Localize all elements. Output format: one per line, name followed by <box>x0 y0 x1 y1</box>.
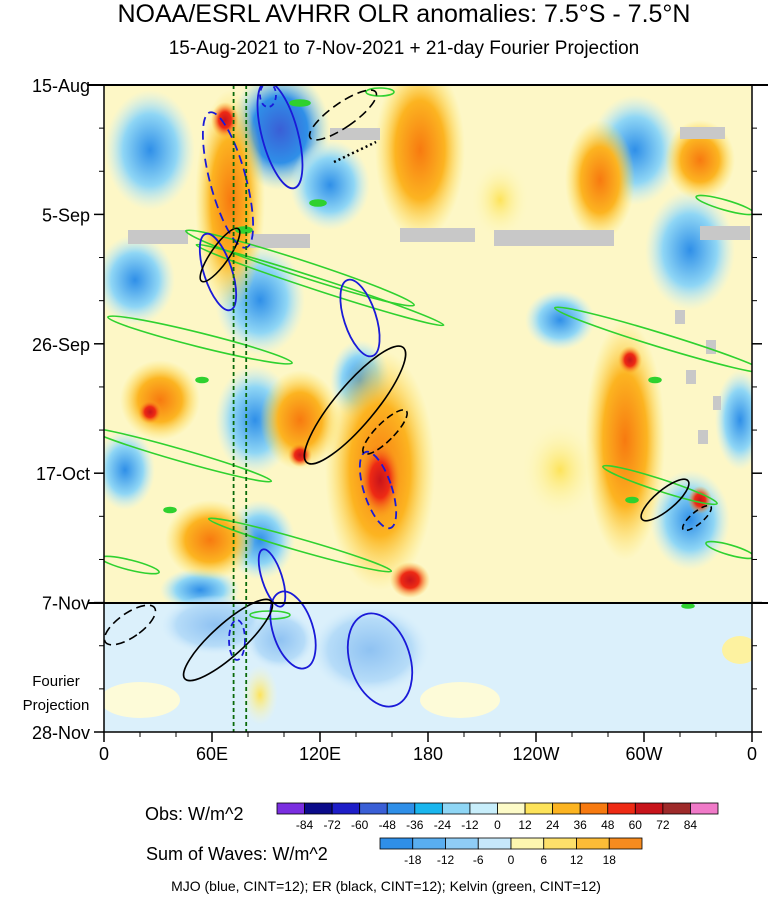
obs-colorbar-tick: 24 <box>546 818 560 832</box>
obs-colorbar-tick: -12 <box>461 818 479 832</box>
obs-colorbar-tick: -48 <box>379 818 397 832</box>
obs-colorbar-label: Obs: W/m^2 <box>145 804 243 824</box>
obs-colorbar-box <box>497 802 526 815</box>
y-tick-label: 7-Nov <box>42 594 90 614</box>
waves-colorbar-tick: -12 <box>437 853 455 867</box>
x-tick-label: 0 <box>99 744 109 764</box>
waves-colorbar-box <box>379 837 414 850</box>
waves-colorbar: -18 -12 -6 0 6 12 18 <box>379 837 643 867</box>
waves-colorbar-box <box>608 837 643 850</box>
obs-colorbar-tick: -36 <box>406 818 424 832</box>
y-tick-label: 15-Aug <box>32 76 90 96</box>
x-axis: 0 60E 120E 180 120W 60W 0 <box>99 732 757 764</box>
obs-colorbar: -84 -72 -60 -48 -36 -24 -12 0 12 24 36 48 60 72 84 <box>276 802 719 832</box>
obs-colorbar-box <box>276 802 305 815</box>
chart-title: NOAA/ESRL AVHRR OLR anomalies: 7.5°S - 7… <box>117 0 691 28</box>
waves-colorbar-box <box>543 837 577 850</box>
waves-colorbar-box <box>510 837 545 850</box>
obs-anomaly-shading <box>104 85 752 612</box>
obs-colorbar-tick: -24 <box>434 818 452 832</box>
waves-colorbar-box <box>445 837 479 850</box>
waves-colorbar-tick: -18 <box>404 853 422 867</box>
obs-colorbar-box <box>441 802 471 815</box>
y-tick-label: 5-Sep <box>42 205 90 225</box>
obs-colorbar-box <box>304 802 333 815</box>
y-tick-label: 28-Nov <box>32 723 90 743</box>
obs-colorbar-tick: -72 <box>323 818 341 832</box>
chart-footer: MJO (blue, CINT=12); ER (black, CINT=12)… <box>171 878 601 894</box>
obs-colorbar-tick: 0 <box>494 818 501 832</box>
obs-colorbar-box <box>386 802 416 815</box>
obs-colorbar-tick: 36 <box>574 818 588 832</box>
obs-colorbar-box <box>359 802 388 815</box>
x-tick-label: 0 <box>747 744 757 764</box>
obs-colorbar-box <box>414 802 443 815</box>
obs-colorbar-tick: 48 <box>601 818 615 832</box>
waves-colorbar-box <box>576 837 610 850</box>
obs-colorbar-box <box>469 802 498 815</box>
obs-colorbar-tick: -60 <box>351 818 369 832</box>
obs-colorbar-box <box>607 802 636 815</box>
reference-meridians <box>232 85 248 732</box>
x-tick-label: 180 <box>413 744 443 764</box>
projection-label-line2: Projection <box>23 697 90 714</box>
waves-colorbar-box <box>477 837 512 850</box>
projection-shading <box>104 595 752 725</box>
obs-colorbar-tick: -84 <box>296 818 314 832</box>
obs-colorbar-box <box>579 802 609 815</box>
obs-colorbar-box <box>634 802 664 815</box>
waves-colorbar-tick: 6 <box>540 853 547 867</box>
obs-colorbar-box <box>552 802 581 815</box>
olr-field <box>104 85 752 732</box>
obs-colorbar-tick: 72 <box>656 818 670 832</box>
waves-colorbar-tick: 0 <box>508 853 515 867</box>
mjo-contours <box>198 85 414 708</box>
waves-colorbar-tick: 12 <box>570 853 584 867</box>
missing-data <box>128 127 750 444</box>
projection-label-line1: Fourier <box>32 673 80 690</box>
waves-colorbar-tick: 18 <box>603 853 617 867</box>
waves-colorbar-box <box>412 837 446 850</box>
x-tick-label: 60E <box>196 744 228 764</box>
obs-colorbar-box <box>524 802 554 815</box>
obs-colorbar-box <box>331 802 361 815</box>
y-axis: 15-Aug 5-Sep 26-Sep 17-Oct 7-Nov 28-Nov <box>32 76 762 743</box>
y-tick-label: 26-Sep <box>32 335 90 355</box>
y-tick-label: 17-Oct <box>36 464 90 484</box>
obs-colorbar-tick: 84 <box>684 818 698 832</box>
x-tick-label: 120E <box>299 744 341 764</box>
x-tick-label: 60W <box>625 744 662 764</box>
er-contours <box>104 89 713 682</box>
x-tick-label: 120W <box>512 744 559 764</box>
waves-colorbar-tick: -6 <box>473 853 484 867</box>
waves-colorbar-label: Sum of Waves: W/m^2 <box>146 844 328 864</box>
chart-subtitle: 15-Aug-2021 to 7-Nov-2021 + 21-day Fouri… <box>168 38 640 59</box>
obs-colorbar-box <box>662 802 691 815</box>
obs-colorbar-tick: 12 <box>518 818 532 832</box>
obs-colorbar-box <box>690 802 719 815</box>
obs-colorbar-tick: 60 <box>629 818 643 832</box>
kelvin-contours <box>104 87 752 620</box>
